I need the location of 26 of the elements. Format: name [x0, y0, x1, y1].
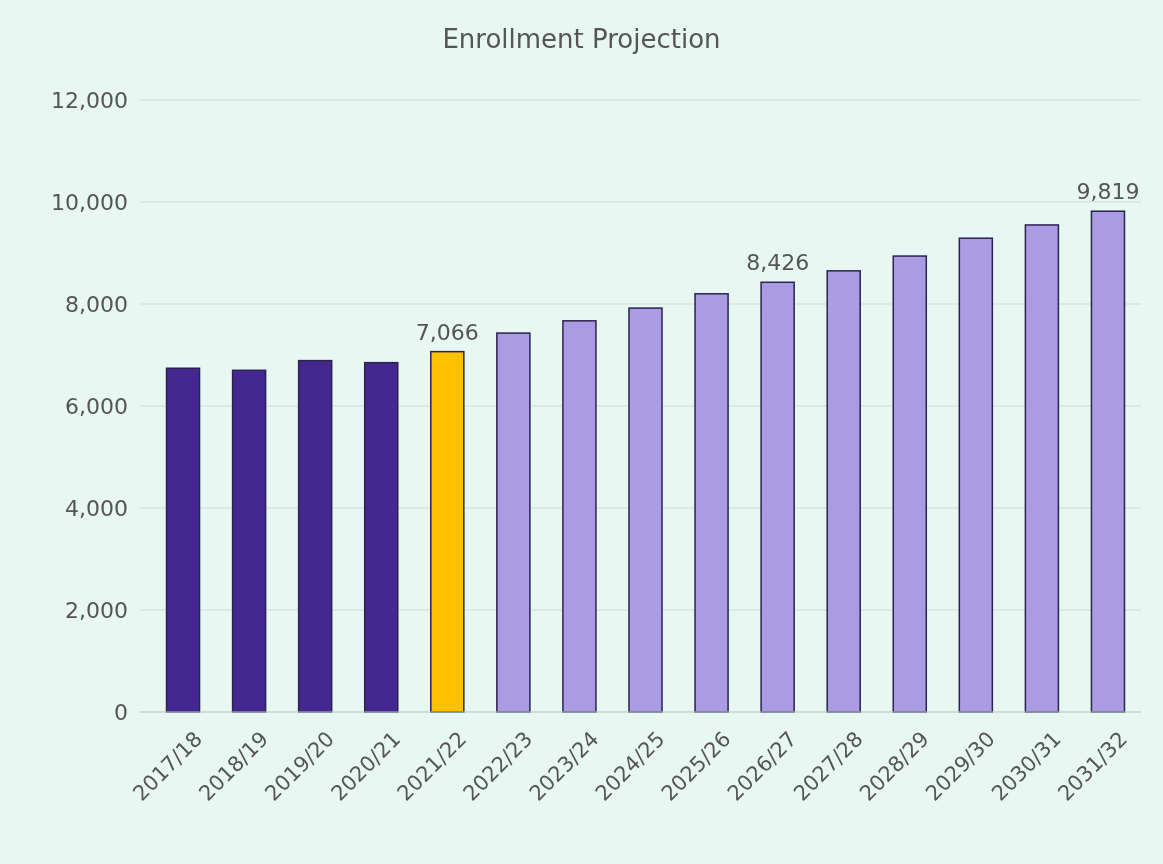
bar: [958, 237, 994, 713]
bar: [297, 359, 333, 713]
y-tick-label: 6,000: [65, 393, 128, 419]
bar: [1024, 224, 1060, 713]
bar: [363, 361, 399, 713]
bar: [628, 307, 663, 713]
bar: [892, 255, 928, 713]
data-label: 7,066: [415, 319, 479, 345]
bar: [496, 332, 531, 713]
y-tick-label: 0: [114, 699, 128, 725]
data-label: 9,819: [1076, 179, 1140, 205]
bar: [562, 320, 597, 713]
bar: [760, 281, 795, 713]
bar: [1090, 210, 1126, 713]
y-tick-label: 10,000: [51, 189, 128, 215]
y-tick-label: 4,000: [65, 495, 128, 521]
data-label: 8,426: [746, 250, 810, 276]
bar: [165, 367, 201, 713]
chart-title: Enrollment Projection: [442, 24, 721, 54]
bar: [826, 270, 861, 713]
bar: [231, 369, 267, 713]
bar: [430, 350, 465, 713]
y-tick-label: 2,000: [65, 597, 128, 623]
y-tick-label: 12,000: [51, 87, 128, 113]
y-tick-label: 8,000: [65, 291, 128, 317]
bar: [694, 293, 729, 713]
